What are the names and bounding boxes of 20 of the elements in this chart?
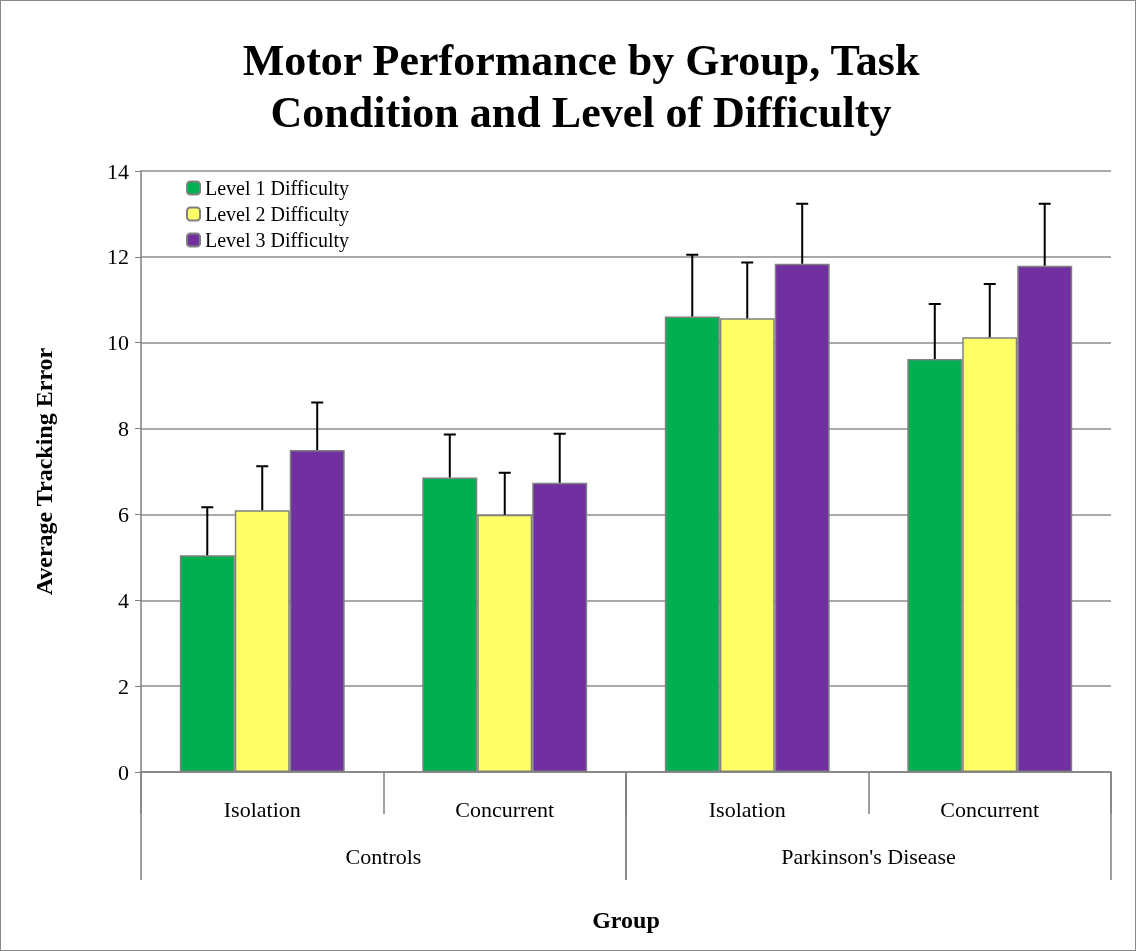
text: Controls	[345, 843, 422, 869]
y-axis-title: Average Tracking Error	[31, 347, 57, 596]
y-tick-label: 4	[118, 587, 129, 613]
y-tick-label: 0	[118, 759, 129, 785]
chart-title: Motor Performance by Group, Task Condition and Level of Difficulty	[242, 35, 920, 137]
legend-label: Level 3 Difficulty	[205, 229, 350, 252]
x-tick-label: Isolation	[223, 796, 301, 822]
y-tick-label: 6	[118, 501, 129, 527]
x-tick-label: Concurrent	[940, 796, 1040, 822]
legend-label: Level 2 Difficulty	[205, 203, 350, 226]
y-tick-label: 14	[107, 158, 129, 184]
text: Parkinson's Disease	[781, 843, 956, 869]
y-tick-label: 8	[118, 416, 129, 442]
x-axis-title: Group	[592, 907, 660, 933]
y-tick-label: 10	[107, 330, 129, 356]
y-tick-label: 2	[118, 673, 129, 699]
legend-label: Level 1 Difficulty	[205, 177, 350, 200]
x-tick-label: Concurrent	[455, 796, 555, 822]
x-tick-label: Isolation	[708, 796, 786, 822]
y-tick-label: 12	[107, 244, 129, 270]
